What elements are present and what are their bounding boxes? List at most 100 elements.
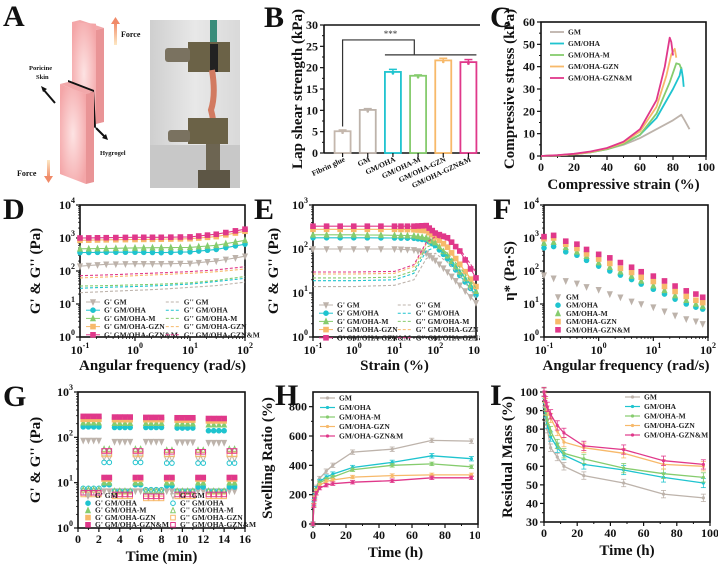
- legend-label-gm-oha: GM/OHA: [566, 301, 599, 310]
- data-point-g-p-gm: [404, 246, 411, 254]
- data-point-gpp-gm-oha-m: [189, 487, 196, 494]
- data-point-gm: [550, 275, 557, 283]
- data-point-gp-gm-oha-m: [163, 478, 170, 486]
- data-point-gm-oha-gzn: [638, 274, 645, 280]
- data-point-gpp-gm-oha: [106, 459, 113, 466]
- legend-marker-g-dbl-gm-oha-m: [169, 506, 177, 514]
- legend-label-g-dbl-gm-oha-gznandm: G'' GM/OHA-GZN&M: [180, 520, 256, 529]
- y-axis-title: G' & G'' (Pa): [28, 417, 44, 503]
- data-point-gpp-gm-oha: [101, 459, 107, 466]
- data-point-gp-gm-oha-gznandm: [216, 415, 222, 422]
- data-point-gp-gm: [147, 438, 155, 446]
- x-axis-title: Time (h): [599, 543, 654, 559]
- y-tick-label: 102: [57, 428, 73, 444]
- y-axis-title: Swelling Ratio (%): [260, 397, 276, 519]
- chart-swelling-ratio: 0 200 400 600 800 0 20 40 60 80 100 Time (h) Swellin…: [260, 391, 480, 561]
- data-point-gpp-gm-oha-m: [80, 485, 87, 493]
- y-tick-label: 101: [523, 295, 539, 311]
- x-tick-label: 102: [427, 341, 443, 357]
- legend-marker-gm: [630, 395, 635, 399]
- data-point-gm-oha-m: [661, 472, 666, 476]
- legend-marker-gm-oha-m: [554, 309, 562, 317]
- data-point-gm-oha-gznandm: [617, 259, 624, 266]
- data-point-gm-oha-gzn: [672, 288, 678, 295]
- data-point-gpp-gm-oha-gznandm: [158, 493, 165, 500]
- data-point-gpp-gm: [132, 454, 139, 462]
- y-tick-label: 101: [57, 474, 73, 490]
- data-point-gm-oha-gznandm: [574, 241, 580, 247]
- data-point-gm-oha-gznandm: [314, 491, 318, 495]
- data-point-gm-oha-m: [650, 281, 657, 289]
- data-point-gm-oha-m: [416, 75, 420, 79]
- legend-marker-gm-oha-m: [325, 415, 330, 419]
- data-point-gpp-gm-oha: [132, 459, 139, 466]
- series-line-g-dbl-gm-oha-gzn: [79, 268, 246, 279]
- data-point-g-p-gm-oha-gznandm: [77, 235, 83, 241]
- data-point-gpp-gm-oha-gzn: [132, 451, 139, 458]
- series-line-g-dbl-gm-oha-gznandm: [313, 236, 477, 273]
- data-point-g-p-gm-oha-m: [323, 230, 330, 238]
- data-point-gp-gm: [163, 488, 170, 496]
- x-tick-label: 0: [75, 532, 81, 546]
- data-point-gp-gm-oha-gznandm: [174, 414, 180, 421]
- data-point-g-p-gm-oha-m: [76, 244, 84, 252]
- data-point-gp-gm-oha-m: [147, 419, 155, 427]
- data-point-g-p-gm: [140, 261, 147, 268]
- legend-label-gm-oha: GM/OHA: [644, 402, 677, 411]
- legend-marker-g-p-gm-oha-m: [89, 314, 97, 322]
- data-point-g-p-gm: [414, 248, 422, 256]
- data-point-gpp-gm-oha-gznandm: [116, 491, 123, 498]
- data-point-gm: [617, 294, 624, 302]
- data-point-gpp-gm: [101, 454, 108, 462]
- porcine-skin-label-2: Skin: [36, 74, 49, 81]
- legend-marker-g-p-gm-oha-m: [322, 317, 330, 325]
- data-point-gp-gm-oha-gznandm: [169, 474, 175, 481]
- data-point-g-p-gm-oha: [149, 249, 156, 256]
- legend-marker-gm-oha-gzn: [630, 423, 635, 428]
- x-tick-label: 102: [700, 341, 716, 357]
- data-point-gp-gm-oha: [216, 427, 222, 434]
- panel-label-g: G: [3, 380, 27, 413]
- data-point-g-p-gm-oha-gznandm: [168, 234, 174, 240]
- data-point-g-p-gm: [204, 259, 211, 266]
- y-tick-label: 102: [59, 262, 75, 278]
- data-point-g-p-gm-oha-m: [195, 242, 202, 250]
- data-point-gpp-gm: [90, 488, 97, 496]
- data-point-gm-oha-m: [661, 286, 668, 294]
- data-point-gp-gm-oha-gznandm: [143, 414, 149, 421]
- x-tick-label: 0: [538, 160, 544, 174]
- y-tick-label: 103: [57, 383, 73, 399]
- y-tick-label: 800: [289, 400, 307, 414]
- data-point-gpp-gm-oha-gznandm: [210, 491, 217, 498]
- data-point-gm-oha-gzn: [441, 60, 445, 64]
- y-tick-label: 25: [306, 39, 318, 53]
- y-tick-label: 60: [523, 15, 535, 29]
- y-tick-label: 200: [289, 488, 307, 502]
- data-point-gp-gm-oha-m: [95, 418, 102, 426]
- y-tick-label: 60: [526, 459, 538, 473]
- data-point-g-p-gm-oha: [168, 249, 174, 256]
- data-point-gp-gm-oha-gznandm: [90, 413, 97, 420]
- data-point-gm-oha-gzn: [699, 299, 706, 306]
- data-point-gm: [430, 438, 434, 442]
- data-point-g-p-gm-oha-gznandm: [242, 226, 248, 232]
- plot-frame: [540, 21, 707, 157]
- x-tick-label: 100: [127, 341, 143, 357]
- data-point-gp-gm-oha-gznandm: [80, 413, 87, 420]
- data-point-g-p-gm-oha-gznandm: [337, 223, 343, 229]
- legend-label-g-dbl-gm-oha: G'' GM/OHA: [180, 498, 225, 507]
- legend-label-g-p-gm-oha-m: G' GM/OHA-M: [95, 506, 146, 515]
- data-point-g-p-gm-oha-gznandm: [364, 223, 371, 229]
- legend-marker-gm-oha: [630, 404, 635, 409]
- data-point-g-p-gm-oha-m: [149, 243, 156, 251]
- x-axis-title: Angular frequency (rad/s): [543, 358, 710, 374]
- data-point-g-p-gm: [436, 261, 443, 269]
- x-tick-label: 2: [96, 532, 102, 546]
- data-point-g-p-gm-oha-gznandm: [462, 257, 468, 263]
- data-point-gp-gm: [221, 439, 228, 447]
- y-tick-label: 104: [523, 196, 539, 212]
- data-point-g-p-gm-oha: [177, 249, 184, 255]
- data-point-g-p-gm: [472, 299, 480, 307]
- data-point-g-p-gm: [350, 246, 357, 254]
